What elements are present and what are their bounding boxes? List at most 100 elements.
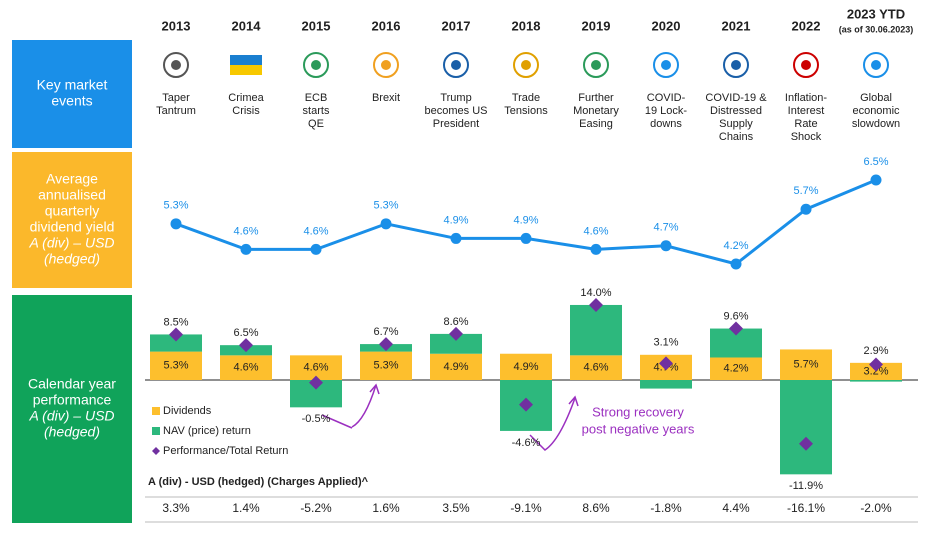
dividend-label: 5.3%: [373, 360, 398, 372]
event-text: COVID-: [647, 92, 686, 104]
event-text: Trump: [440, 92, 471, 104]
dividend-label: 4.6%: [583, 362, 608, 374]
year-label: 2022: [792, 18, 821, 33]
row-label: annualised: [38, 187, 106, 203]
icon: [793, 52, 819, 78]
event-text: Tantrum: [156, 105, 196, 117]
icon: [303, 52, 329, 78]
yield-point: [660, 240, 672, 252]
total-label: 2.9%: [863, 345, 888, 357]
event-text: Chains: [719, 131, 754, 143]
legend-swatch: [152, 447, 160, 455]
event-text: QE: [308, 118, 324, 130]
yield-point: [380, 218, 392, 230]
row-label: A (div) – USD: [28, 235, 114, 251]
events-box: [12, 40, 132, 148]
event-text: Trade: [512, 92, 540, 104]
year-label: 2018: [512, 18, 541, 33]
icon: [521, 60, 531, 70]
yield-label: 4.9%: [513, 214, 538, 226]
event-text: Rate: [794, 118, 817, 130]
nav-bar: [150, 334, 202, 352]
event-text: Easing: [579, 118, 613, 130]
year-label: 2020: [652, 18, 681, 33]
table-cell: -16.1%: [787, 501, 825, 515]
dividend-label: 4.6%: [303, 362, 328, 374]
icon: [653, 52, 679, 78]
icon: [373, 52, 399, 78]
icon: [381, 60, 391, 70]
year-label: 2016: [372, 18, 401, 33]
yield-point: [170, 218, 182, 230]
icon: [311, 60, 321, 70]
year-label: 2015: [302, 18, 331, 33]
event-text: Shock: [791, 131, 822, 143]
total-marker: [379, 337, 393, 352]
dividend-label: 4.6%: [233, 362, 258, 374]
event-text: downs: [650, 118, 682, 130]
yield-label: 4.6%: [583, 225, 608, 237]
total-label: 14.0%: [580, 287, 611, 299]
total-marker: [659, 356, 673, 371]
dividend-bar: [780, 349, 832, 380]
dividend-bar: [360, 351, 412, 380]
total-label: 8.6%: [443, 316, 468, 328]
event-text: becomes US: [425, 105, 488, 117]
table-label: A (div) - USD (hedged) (Charges Applied)…: [148, 476, 369, 488]
icon: [163, 52, 189, 78]
event-text: Supply: [719, 118, 753, 130]
event-text: 19 Lock-: [645, 105, 688, 117]
dividend-bar: [500, 353, 552, 380]
arrow: [529, 397, 576, 451]
dividend-bar: [570, 355, 622, 380]
total-label: 3.1%: [653, 337, 678, 349]
icon: [171, 60, 181, 70]
nav-bar: [780, 380, 832, 475]
total-label: 6.5%: [233, 327, 258, 339]
icon: [661, 60, 671, 70]
yield-point: [730, 258, 742, 270]
legend-label: Performance/Total Return: [163, 445, 288, 457]
total-label: 8.5%: [163, 316, 188, 328]
event-text: Crimea: [228, 92, 264, 104]
arrow: [351, 384, 377, 428]
row-label: events: [51, 93, 92, 109]
dividend-label: 5.7%: [793, 359, 818, 371]
row-label: (hedged): [44, 424, 100, 440]
event-text: Taper: [162, 92, 190, 104]
annotation: Strong recovery: [592, 404, 684, 419]
icon: [583, 52, 609, 78]
yield-label: 4.9%: [443, 214, 468, 226]
icon: [443, 52, 469, 78]
yield-point: [800, 203, 812, 215]
row-label: Average: [46, 171, 98, 187]
nav-bar: [850, 380, 902, 382]
total-marker: [589, 297, 603, 312]
event-text: COVID-19 &: [705, 92, 767, 104]
yield-label: 5.3%: [373, 200, 398, 212]
dividend-label: 4.2%: [723, 363, 748, 375]
yield-label: 4.7%: [653, 222, 678, 234]
event-text: starts: [303, 105, 330, 117]
total-label: -11.9%: [789, 480, 823, 492]
year-label: 2023 YTD: [847, 6, 905, 21]
yield-label: 4.6%: [303, 225, 328, 237]
icon: [801, 60, 811, 70]
table-cell: -5.2%: [300, 501, 332, 515]
dividend-label: 5.3%: [163, 360, 188, 372]
year-label: 2021: [722, 18, 751, 33]
total-marker: [169, 327, 183, 342]
yield-point: [870, 174, 882, 186]
total-marker: [869, 357, 883, 372]
arrow-head: [568, 395, 579, 407]
event-text: Brexit: [372, 92, 400, 104]
total-marker: [799, 436, 813, 451]
icon: [723, 52, 749, 78]
arrow: [321, 414, 353, 429]
icon: [513, 52, 539, 78]
event-text: economic: [852, 105, 900, 117]
nav-bar: [430, 333, 482, 354]
table-cell: 3.3%: [162, 501, 190, 515]
year-label: 2013: [162, 18, 191, 33]
